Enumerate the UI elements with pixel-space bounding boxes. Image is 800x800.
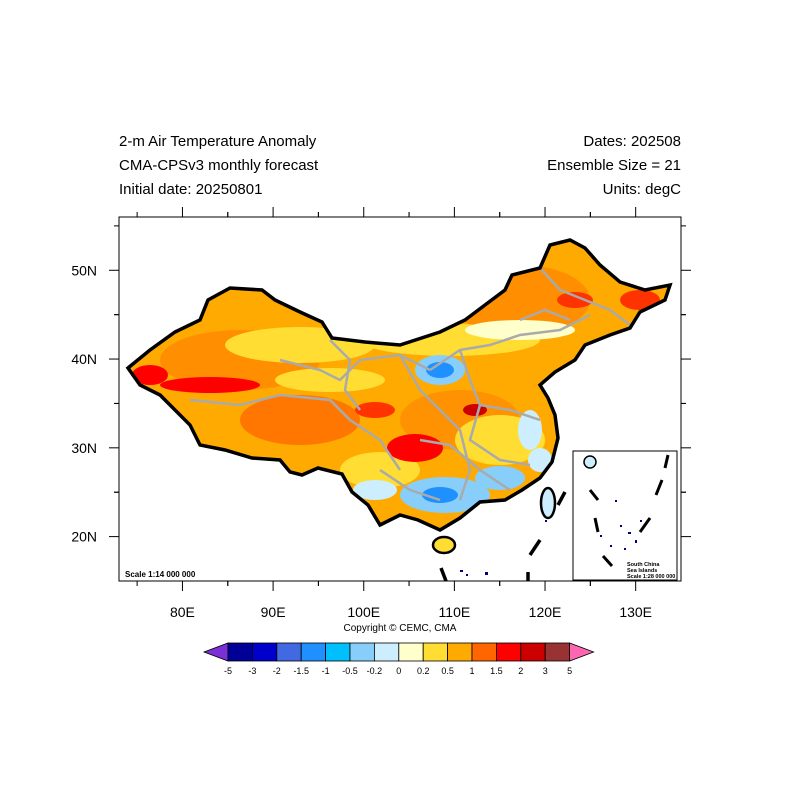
map-frame bbox=[118, 216, 682, 582]
colorbar-box bbox=[373, 642, 400, 662]
colorbar-box bbox=[471, 642, 497, 662]
colorbar-label: 0 bbox=[396, 666, 401, 676]
units-label: Units: degC bbox=[602, 181, 681, 198]
colorbar-label: -0.2 bbox=[367, 666, 383, 676]
taiwan-island bbox=[539, 486, 557, 520]
inset-label-1: South China bbox=[627, 562, 660, 568]
colorbar-box bbox=[227, 642, 253, 662]
colorbar-box bbox=[398, 642, 424, 662]
lon-tick-label: 110E bbox=[439, 604, 471, 620]
latitude-ticks: 20N 30N 40N 50N bbox=[71, 225, 691, 545]
colorbar-box bbox=[251, 642, 278, 662]
lon-tick-label: 130E bbox=[619, 604, 652, 620]
dates-label: Dates: 202508 bbox=[583, 133, 681, 150]
colorbar-label: 3 bbox=[543, 666, 548, 676]
lon-tick-label: 120E bbox=[529, 604, 562, 620]
lon-tick-label: 80E bbox=[170, 604, 195, 620]
lat-tick-label: 50N bbox=[71, 262, 97, 278]
colorbar-label: -5 bbox=[224, 666, 232, 676]
dash-line bbox=[439, 491, 567, 581]
lat-tick-label: 30N bbox=[71, 440, 97, 456]
title-line-2: CMA-CPSv3 monthly forecast bbox=[119, 157, 319, 174]
colorbar-label: 2 bbox=[518, 666, 523, 676]
lat-tick-label: 20N bbox=[71, 529, 97, 545]
colorbar-box bbox=[325, 642, 351, 662]
colorbar-box bbox=[520, 642, 546, 662]
copyright-label: Copyright © CEMC, CMA bbox=[344, 623, 457, 634]
colorbar-triangle-high bbox=[569, 642, 595, 662]
province-boundaries bbox=[189, 267, 631, 502]
colorbar-label: 1.5 bbox=[490, 666, 503, 676]
colorbar-label: -1.5 bbox=[293, 666, 309, 676]
lon-tick-label: 100E bbox=[347, 604, 380, 620]
colorbar-box bbox=[349, 642, 375, 662]
longitude-ticks: 80E 90E 100E 110E 120E 130E bbox=[136, 207, 652, 620]
south-china-sea-inset: South China Sea Islands Scale 1:28 000 0… bbox=[572, 450, 678, 581]
colorbar-box bbox=[276, 642, 302, 662]
colorbar-label: 5 bbox=[567, 666, 572, 676]
lon-tick-label: 90E bbox=[261, 604, 286, 620]
colorbar-triangle-low bbox=[202, 642, 229, 662]
colorbar-box bbox=[300, 642, 327, 662]
inset-label-2: Sea Islands bbox=[627, 568, 657, 574]
colorbar-label: 1 bbox=[469, 666, 474, 676]
colorbar-label: 0.2 bbox=[417, 666, 430, 676]
colorbar-label: -3 bbox=[248, 666, 256, 676]
title-line-3: Initial date: 20250801 bbox=[119, 181, 263, 198]
color-bar: -5 -3 -2 -1.5 -1 -0.5 -0.2 0 0.2 0.5 1 1.5 2 3 5 bbox=[202, 642, 595, 676]
colorbar-box bbox=[447, 642, 473, 662]
hainan-island bbox=[431, 535, 457, 555]
colorbar-box bbox=[422, 642, 449, 662]
colorbar-box bbox=[544, 642, 571, 662]
colorbar-label: -0.5 bbox=[342, 666, 358, 676]
scale-label: Scale 1:14 000 000 bbox=[125, 570, 196, 579]
small-islands bbox=[460, 520, 547, 576]
title-line-1: 2-m Air Temperature Anomaly bbox=[119, 133, 317, 150]
colorbar-box bbox=[495, 642, 522, 662]
ensemble-size-label: Ensemble Size = 21 bbox=[547, 157, 681, 174]
colorbar-label: -1 bbox=[322, 666, 330, 676]
inset-scale-label: Scale 1:28 000 000 bbox=[627, 574, 675, 580]
colorbar-label: -2 bbox=[273, 666, 281, 676]
colorbar-label: 0.5 bbox=[441, 666, 454, 676]
lat-tick-label: 40N bbox=[71, 351, 97, 367]
